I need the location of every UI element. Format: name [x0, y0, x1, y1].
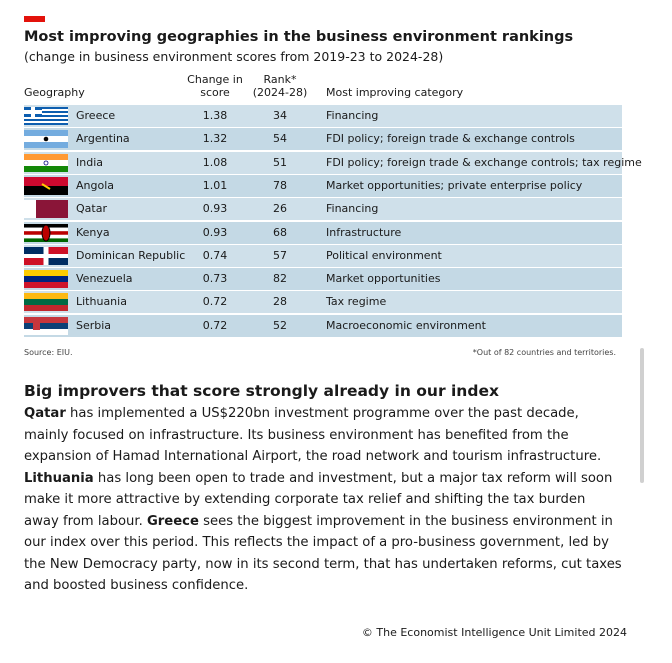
table-cell: Lithuania: [76, 295, 127, 309]
bold-text: Qatar: [24, 406, 66, 421]
column-header: Change in score: [187, 73, 243, 99]
table-row: Greece 1.38 34 Financing: [24, 105, 622, 127]
table-cell: FDI policy; foreign trade & exchange con…: [326, 155, 642, 169]
table-cell: Financing: [326, 202, 379, 216]
text: has long been open to trade and investme…: [24, 470, 613, 529]
flag: [24, 270, 68, 289]
table-row: Argentina 1.32 54 FDI policy; foreign trade…: [24, 128, 622, 151]
table-row: Venezuela 0.73 82 Market opportunities: [24, 268, 622, 291]
footnote: *Out of 82 countries and territories.: [472, 348, 616, 357]
flag: [24, 246, 68, 265]
brand-bar: [24, 16, 45, 22]
table-cell: 51: [273, 155, 287, 169]
table-row: Kenya 0.93 68 Infrastructure: [24, 221, 622, 244]
table-cell: Political environment: [326, 248, 442, 262]
table-cell: Market opportunities: [326, 272, 441, 286]
table-cell: Venezuela: [76, 272, 133, 286]
flag: [24, 176, 68, 195]
table-cell: Tax regime: [326, 295, 387, 309]
title: Most improving geographies in the busine…: [24, 29, 574, 45]
table-cell: 1.38: [202, 109, 228, 122]
table-row: Serbia 0.72 52 Macroeconomic environment: [24, 314, 622, 337]
flag: [24, 223, 68, 242]
section-heading: Big improvers that score strongly alread…: [24, 382, 499, 400]
flag: [24, 107, 68, 125]
table-cell: 52: [273, 318, 287, 332]
table-cell: 78: [273, 178, 287, 192]
flag: [24, 200, 68, 219]
flag: [24, 130, 68, 149]
table-cell: 0.93: [202, 225, 228, 239]
table-cell: 28: [273, 295, 287, 309]
flag: [24, 316, 68, 335]
table-cell: Kenya: [76, 225, 110, 239]
table-cell: Angola: [76, 178, 115, 192]
table-cell: 57: [273, 248, 287, 262]
table-cell: 26: [273, 202, 287, 216]
table-cell: 1.01: [202, 178, 228, 192]
flag: [24, 153, 68, 172]
table-cell: 54: [273, 132, 287, 146]
bold-text: Greece: [146, 513, 199, 529]
subtitle: (change in business environment scores f…: [24, 49, 444, 64]
column-header: Geography: [24, 86, 85, 99]
table-cell: Greece: [76, 109, 116, 122]
table-row: Angola 1.01 78 Market opportunities; privat…: [24, 174, 622, 197]
table-cell: Qatar: [76, 202, 107, 216]
table-cell: Argentina: [76, 132, 130, 146]
table-cell: 0.93: [202, 202, 228, 216]
table-cell: 0.72: [202, 318, 228, 332]
copyright: © The Economist Intelligence Unit Limite…: [361, 626, 627, 639]
table-row: India 1.08 51 FDI policy; foreign trade & e…: [24, 151, 642, 174]
article-paragraph: Qatar has implemented a US$220bn investm…: [24, 403, 624, 597]
scrollbar[interactable]: [640, 348, 644, 483]
table-row: Lithuania 0.72 28 Tax regime: [24, 291, 622, 314]
table-cell: 0.72: [202, 295, 228, 309]
table-cell: 0.73: [202, 272, 228, 286]
column-header: Most improving category: [326, 86, 464, 99]
text: has implemented a US$220bn investment pr…: [24, 406, 602, 464]
table-cell: Macroeconomic environment: [326, 318, 486, 332]
table-cell: Infrastructure: [326, 225, 402, 239]
table-cell: 68: [273, 225, 287, 239]
bold-text: Lithuania: [24, 470, 94, 486]
table-cell: 0.74: [202, 248, 228, 262]
source: Source: EIU.: [24, 348, 73, 357]
text: sees the biggest improvement in the busi…: [24, 513, 622, 594]
flag: [24, 293, 68, 312]
table-cell: India: [76, 155, 103, 169]
table-cell: Market opportunities; private enterprise…: [326, 178, 583, 192]
table-cell: 1.08: [202, 155, 228, 169]
table-cell: Dominican Republic: [76, 248, 186, 262]
table-cell: Financing: [326, 109, 379, 122]
table-cell: 34: [273, 109, 287, 122]
table-row: Dominican Republic 0.74 57 Political enviro…: [24, 244, 622, 267]
table-cell: 82: [273, 272, 287, 286]
table-cell: Serbia: [76, 318, 112, 332]
table-cell: 1.32: [202, 132, 228, 146]
column-header: Rank* (2024-28): [252, 73, 308, 99]
table-row: Qatar 0.93 26 Financing: [24, 198, 622, 221]
table-cell: FDI policy; foreign trade & exchange con…: [326, 132, 575, 146]
